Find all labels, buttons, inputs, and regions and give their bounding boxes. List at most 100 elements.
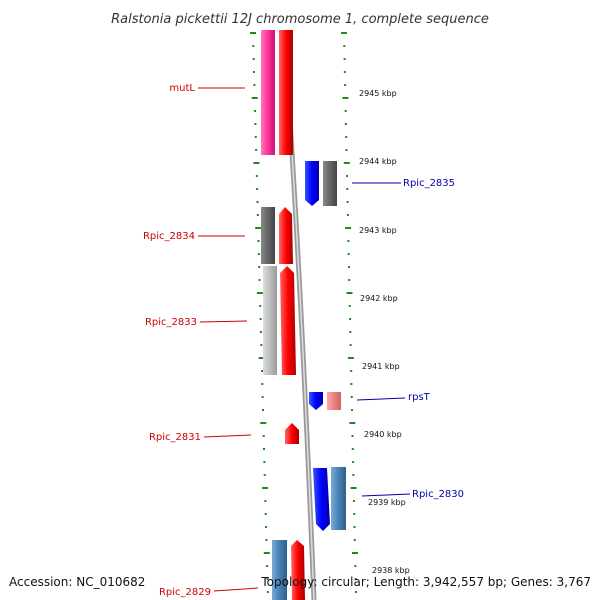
tick-label: 2943 kbp <box>359 226 397 235</box>
track-dot <box>252 45 255 47</box>
track-dot <box>351 409 353 411</box>
track-dot <box>349 344 352 346</box>
gene-label-rpic-2834[interactable]: Rpic_2834 <box>143 231 195 242</box>
gene-rpic-2835-gray-bar[interactable] <box>323 161 337 206</box>
track-dot <box>353 539 356 541</box>
right-gene-labels: Rpic_2835 rpsT Rpic_2830 <box>352 178 464 500</box>
track-dot <box>261 383 264 385</box>
track-dot <box>352 474 355 476</box>
track-dot <box>265 526 268 528</box>
tick-label: 2941 kbp <box>362 362 400 371</box>
track-dot <box>260 422 267 424</box>
track-dot <box>254 136 257 138</box>
track-dot <box>260 344 263 346</box>
gene-rpst-arrow[interactable] <box>309 392 323 410</box>
track-dot <box>349 422 356 424</box>
track-dot <box>350 396 353 398</box>
gene-rpic-2829-arrow[interactable] <box>291 540 305 600</box>
track-dot <box>263 461 266 463</box>
track-dot <box>254 110 257 112</box>
track-dot <box>251 97 258 99</box>
track-dot <box>348 305 351 307</box>
track-dot <box>346 292 353 294</box>
track-dot <box>253 84 256 86</box>
track-dot <box>253 162 260 164</box>
gene-label-rpst[interactable]: rpsT <box>408 392 431 403</box>
track-dot <box>255 227 262 229</box>
track-dot <box>347 253 350 255</box>
left-gene-labels: mutL Rpic_2834 Rpic_2833 Rpic_2831 Rpic_… <box>143 83 259 598</box>
track-dot <box>257 240 260 242</box>
track-dot <box>344 110 347 112</box>
gene-rpic-2835-arrow[interactable] <box>305 161 319 206</box>
track-dot <box>342 97 349 99</box>
track-dot <box>347 240 350 242</box>
track-dot <box>352 461 355 463</box>
track-dot <box>346 201 349 203</box>
accession-text: Accession: NC_010682 <box>9 575 145 589</box>
gene-label-mutl[interactable]: mutL <box>169 83 195 94</box>
gene-label-rpic-2829[interactable]: Rpic_2829 <box>159 587 211 598</box>
left-track-dots <box>250 32 270 593</box>
track-dot <box>350 370 353 372</box>
track-dot <box>266 591 269 593</box>
track-dot <box>353 513 356 515</box>
tick-label: 2940 kbp <box>364 430 402 439</box>
track-dot <box>255 175 258 177</box>
leader-line <box>203 434 252 438</box>
gene-rpic-2833-gray-bar[interactable] <box>263 266 277 375</box>
gene-rpic-2830-steel-bar[interactable] <box>331 467 346 530</box>
gene-label-rpic-2833[interactable]: Rpic_2833 <box>145 317 197 328</box>
track-dot <box>354 578 357 580</box>
track-dot <box>343 45 346 47</box>
gene-rpic-2834-arrow[interactable] <box>279 207 293 264</box>
gene-rpic-2830-arrow[interactable] <box>313 468 330 531</box>
track-dot <box>346 175 348 177</box>
track-dot <box>343 71 346 73</box>
track-dot <box>262 487 269 489</box>
track-dot <box>256 214 259 216</box>
gene-mutl-partner-bar[interactable] <box>279 30 293 155</box>
track-dot <box>345 136 348 138</box>
gene-mutl-bar[interactable] <box>261 30 275 155</box>
gene-rpic-2834-gray-bar[interactable] <box>261 207 275 264</box>
right-track-dots <box>341 32 358 593</box>
track-dot <box>258 266 261 268</box>
track-dot <box>343 162 350 164</box>
track-dot <box>259 318 262 320</box>
gene-label-rpic-2831[interactable]: Rpic_2831 <box>149 432 201 443</box>
tick-label: 2938 kbp <box>372 566 410 575</box>
gene-rpic-2833-arrow[interactable] <box>280 266 296 375</box>
gene-rpic-2829-steel-bar[interactable] <box>272 540 287 600</box>
track-dot <box>263 448 265 450</box>
track-dot <box>349 318 352 320</box>
track-dot <box>346 188 349 190</box>
track-dot <box>266 578 269 580</box>
track-dot <box>348 266 350 268</box>
track-dot <box>352 500 355 502</box>
track-dot <box>351 448 354 450</box>
track-dot <box>265 539 268 541</box>
gene-rpst-lightred-bar[interactable] <box>327 392 341 410</box>
gene-rpic-2831-arrow[interactable] <box>285 423 299 444</box>
track-dot <box>259 331 262 333</box>
leader-line <box>199 320 248 323</box>
tick-label: 2939 kbp <box>368 498 406 507</box>
track-dot <box>344 84 347 86</box>
track-dot <box>264 500 267 502</box>
track-dot <box>354 565 357 567</box>
track-dot <box>348 279 351 281</box>
track-dot <box>263 474 266 476</box>
track-dot <box>256 188 259 190</box>
topology-summary-text: Topology: circular; Length: 3,942,557 bp… <box>260 575 591 589</box>
track-dot <box>253 71 255 73</box>
track-dot <box>264 513 267 515</box>
gene-label-rpic-2830[interactable]: Rpic_2830 <box>412 489 464 500</box>
track-dot <box>341 32 347 34</box>
track-dot <box>353 526 356 528</box>
gene-label-rpic-2835[interactable]: Rpic_2835 <box>403 178 455 189</box>
track-dot <box>343 58 346 60</box>
leader-line <box>361 493 411 497</box>
